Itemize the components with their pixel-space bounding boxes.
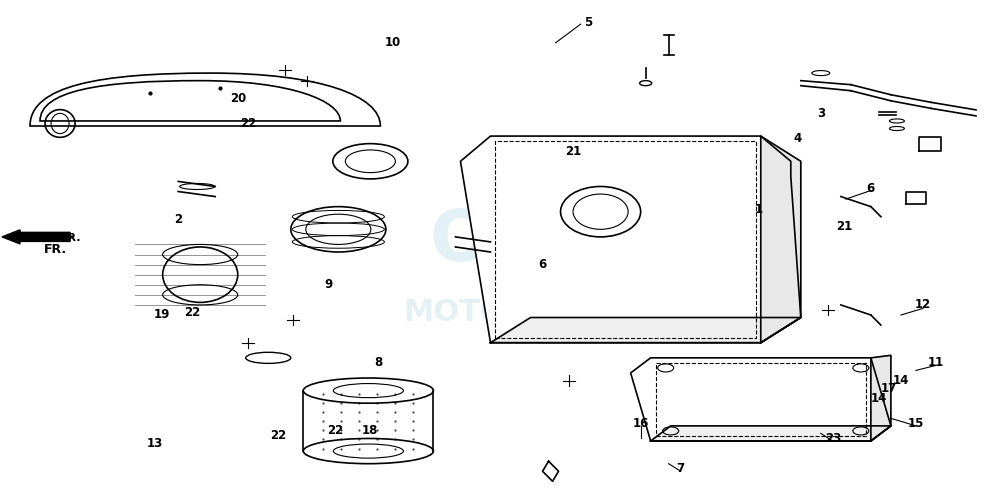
Text: 9: 9: [324, 278, 332, 291]
Text: 22: 22: [270, 429, 286, 443]
Text: 23: 23: [825, 432, 841, 445]
Text: 13: 13: [147, 437, 163, 450]
FancyArrow shape: [2, 230, 70, 244]
Text: 18: 18: [362, 424, 378, 437]
Text: 11: 11: [928, 356, 944, 369]
Text: 21: 21: [566, 145, 582, 158]
Text: 1: 1: [755, 203, 763, 216]
Text: MOTORPARTS: MOTORPARTS: [403, 298, 638, 327]
Text: 20: 20: [230, 92, 246, 105]
Text: 8: 8: [374, 356, 382, 369]
Text: 17: 17: [881, 382, 897, 395]
Text: 12: 12: [915, 298, 931, 311]
Text: 3: 3: [817, 107, 825, 120]
Polygon shape: [631, 358, 891, 441]
Text: OEM: OEM: [429, 208, 612, 276]
Text: 22: 22: [240, 117, 256, 130]
Text: 6: 6: [539, 258, 547, 271]
Text: 14: 14: [871, 392, 887, 405]
Text: 19: 19: [154, 308, 170, 322]
Text: 21: 21: [836, 220, 852, 233]
Polygon shape: [543, 461, 559, 481]
Text: 22: 22: [184, 306, 200, 319]
Text: 4: 4: [794, 132, 802, 145]
Text: FR.: FR.: [43, 243, 67, 256]
Text: 15: 15: [908, 417, 924, 430]
Text: FR.: FR.: [60, 233, 80, 243]
Text: 10: 10: [384, 36, 400, 49]
Text: 14: 14: [893, 374, 909, 387]
Polygon shape: [919, 137, 941, 151]
PathPatch shape: [40, 81, 340, 121]
Text: 7: 7: [677, 462, 685, 475]
Text: 22: 22: [327, 424, 343, 437]
Polygon shape: [651, 426, 891, 441]
Text: 5: 5: [585, 16, 593, 29]
Text: 2: 2: [174, 213, 182, 226]
Text: 6: 6: [867, 182, 875, 196]
Polygon shape: [906, 192, 926, 204]
Polygon shape: [871, 355, 891, 441]
Polygon shape: [761, 136, 801, 343]
Polygon shape: [460, 136, 801, 343]
Polygon shape: [490, 318, 801, 343]
Text: 16: 16: [633, 417, 649, 430]
